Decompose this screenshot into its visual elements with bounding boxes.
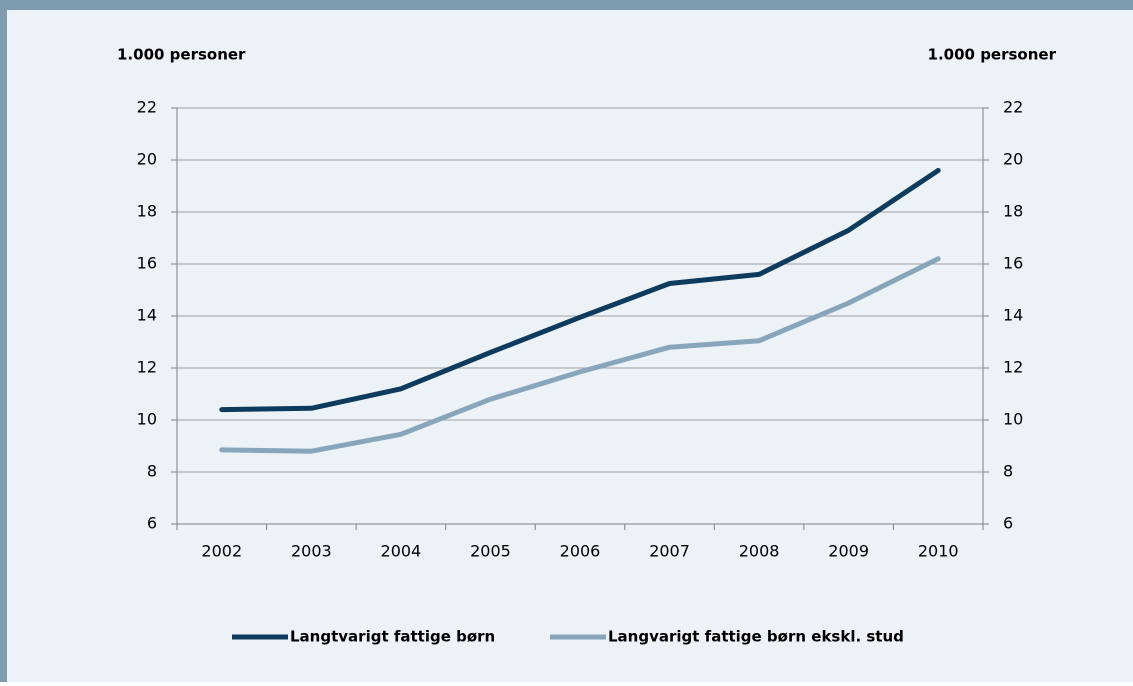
y-tick-label: 20	[137, 150, 157, 169]
x-tick-label: 2006	[560, 542, 601, 561]
y-tick-label: 14	[137, 306, 157, 325]
y2-tick-label: 16	[1003, 254, 1023, 273]
y-tick-label: 10	[137, 410, 157, 429]
y2-axis-label: 1.000 personer	[928, 46, 1057, 64]
y2-tick-label: 14	[1003, 306, 1023, 325]
x-tick-label: 2008	[739, 542, 780, 561]
x-tick-label: 2005	[470, 542, 511, 561]
x-tick-label: 2003	[291, 542, 332, 561]
y-tick-label: 6	[147, 514, 157, 533]
left-border	[0, 0, 7, 682]
y2-tick-label: 22	[1003, 98, 1023, 117]
header-bar	[0, 0, 1133, 10]
y-tick-label: 12	[137, 358, 157, 377]
y2-tick-label: 8	[1003, 462, 1013, 481]
y-tick-label: 8	[147, 462, 157, 481]
x-tick-label: 2010	[918, 542, 959, 561]
data-line	[219, 167, 941, 413]
y-tick-label: 22	[137, 98, 157, 117]
y2-tick-label: 6	[1003, 514, 1013, 533]
y-tick-label: 16	[137, 254, 157, 273]
y2-tick-label: 18	[1003, 202, 1023, 221]
x-tick-label: 2004	[381, 542, 422, 561]
x-tick-label: 2002	[201, 542, 242, 561]
x-tick-label: 2009	[828, 542, 869, 561]
y-tick-label: 18	[137, 202, 157, 221]
y2-tick-label: 20	[1003, 150, 1023, 169]
y-axis-label: 1.000 personer	[117, 46, 246, 64]
legend-label: Langvarigt fattige børn ekskl. stud	[608, 628, 904, 646]
data-line	[219, 256, 941, 454]
x-tick-label: 2007	[649, 542, 690, 561]
y2-tick-label: 12	[1003, 358, 1023, 377]
legend-label: Langtvarigt fattige børn	[290, 628, 495, 646]
y2-tick-label: 10	[1003, 410, 1023, 429]
